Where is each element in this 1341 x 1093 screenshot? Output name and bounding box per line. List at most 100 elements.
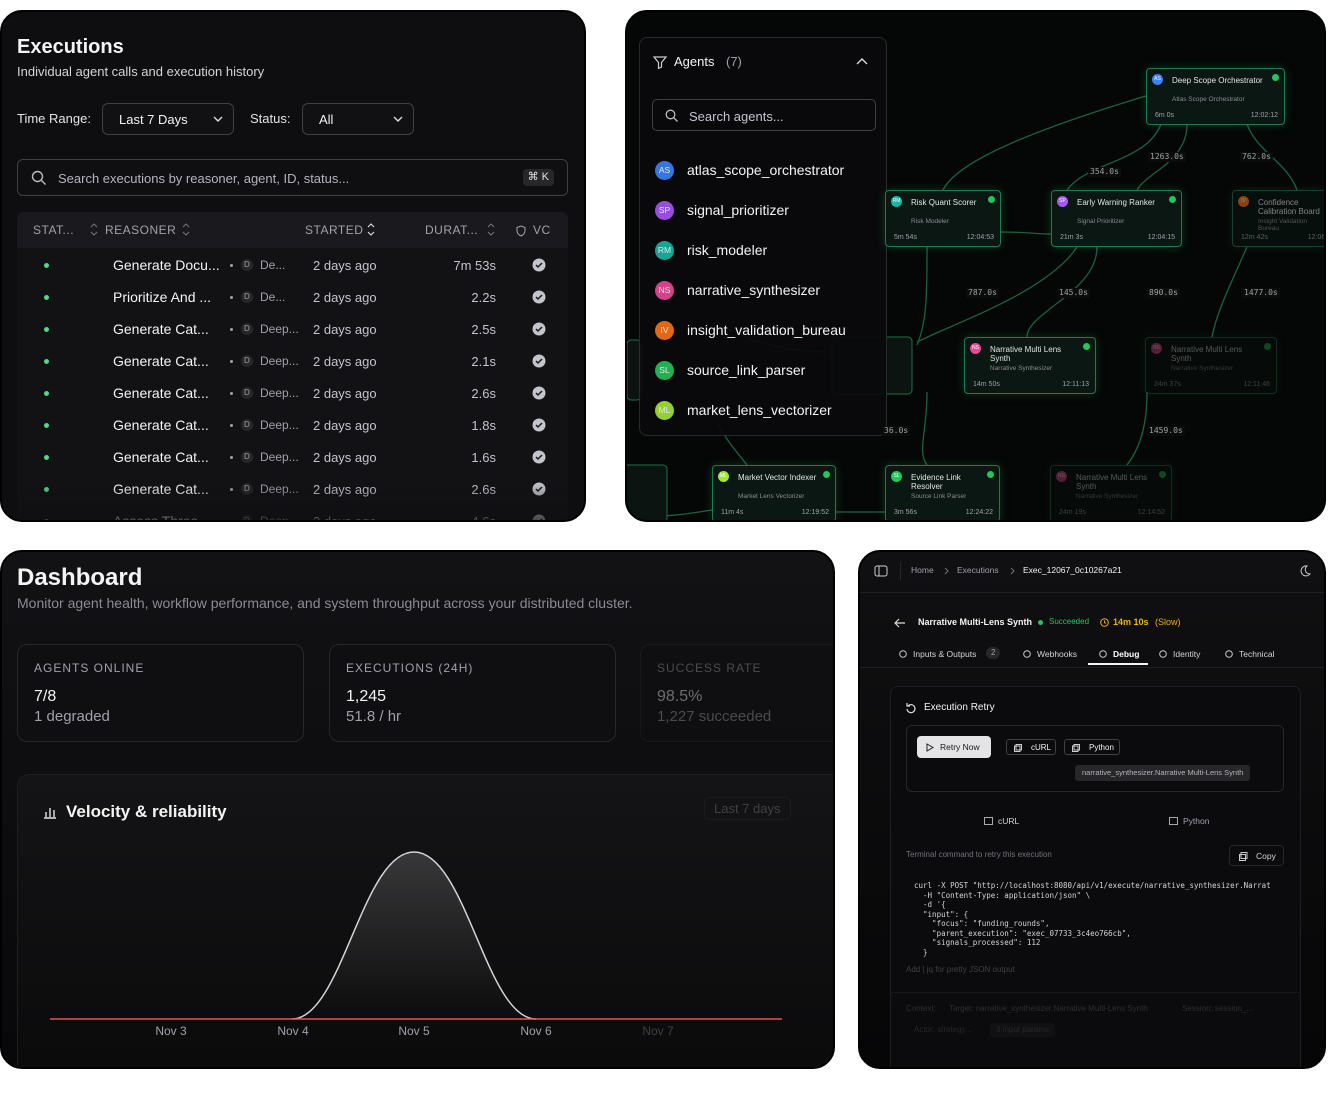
reasoner[interactable]: Generate Cat... [113, 449, 209, 465]
reasoner[interactable]: Generate Cat... [113, 353, 209, 369]
reasoner[interactable]: Generate Cat... [113, 321, 209, 337]
graph-node[interactable]: NS Narrative Multi Lens Synth Narrative Sy… [1050, 465, 1172, 520]
avatar-initials: RM [657, 244, 672, 255]
graph-node[interactable]: NS Narrative Multi Lens Synth Narrative Sy… [1145, 337, 1277, 394]
sidebar-toggle[interactable] [874, 565, 888, 577]
card-detail: 1 degraded [34, 708, 110, 725]
verified-icon [532, 290, 546, 309]
node-time: 12:02:12 [1250, 112, 1278, 119]
graph-node[interactable]: IV Confidence Calibration Board Insight Va… [1232, 190, 1324, 247]
graph-node[interactable]: NS Narrative Multi Lens Synth Narrative Sy… [964, 337, 1096, 394]
agent-avatar: D [241, 355, 253, 367]
verified-icon-glyph [532, 386, 546, 400]
node-avatar: SL [891, 471, 902, 482]
code-line: "signals_processed": 112 [914, 938, 1041, 947]
edge-label: 145.0s [1057, 288, 1090, 298]
retry-box [906, 725, 1284, 792]
tab[interactable]: Webhooks [1037, 649, 1078, 659]
column-header[interactable]: VC [533, 223, 551, 237]
divider [860, 592, 1324, 593]
subtitle: Monitor agent health, workflow performan… [17, 595, 633, 611]
reasoner[interactable]: Generate Cat... [113, 385, 209, 401]
back-button[interactable] [894, 618, 906, 628]
agent-name[interactable]: market_lens_vectorizer [687, 402, 832, 418]
agent: De... [260, 258, 286, 272]
range-select[interactable]: Last 7 days [704, 797, 791, 820]
clock-icon [1100, 618, 1109, 627]
reasoner[interactable]: Generate Cat... [113, 417, 209, 433]
avatar-initial: D [244, 292, 250, 301]
sort-icon [182, 223, 190, 241]
breadcrumb[interactable]: Home [911, 565, 934, 575]
card-value: 7/8 [34, 688, 57, 705]
tab[interactable]: Inputs & Outputs [913, 649, 977, 659]
agent-avatar: D [241, 323, 253, 335]
tab[interactable]: Technical [1239, 649, 1275, 659]
footer-hint: Add | jq for pretty JSON output [906, 965, 1015, 974]
reasoner[interactable]: Prioritize And ... [113, 289, 212, 305]
copy-button[interactable]: Copy [1229, 845, 1284, 866]
separator-dot [230, 455, 233, 459]
code-line: "parent_execution": "exec_07733_3c4eo766… [914, 928, 1131, 938]
status-dot [44, 262, 49, 268]
status-dot [44, 326, 49, 332]
x-tick-label: Nov 3 [155, 1024, 187, 1038]
graph-node[interactable]: AS Deep Scope Orchestrator Atlas Scope Orc… [1146, 68, 1285, 125]
agent-name[interactable]: signal_prioritizer [687, 202, 789, 218]
subtab[interactable]: Python [1183, 816, 1210, 826]
edge [921, 391, 928, 466]
node-duration: 5m 54s [894, 234, 917, 241]
graph-node[interactable]: ML Market Vector Indexer Market Lens Vecto… [712, 465, 836, 520]
agent-name[interactable]: source_link_parser [687, 362, 806, 378]
python-button[interactable]: Python [1064, 739, 1120, 755]
stat-card: SUCCESS RATE 98.5% 1,227 succeeded [640, 644, 833, 742]
graph-node[interactable]: SP Early Warning Ranker Signal Prioritizer… [1051, 190, 1182, 247]
verified-icon-glyph [532, 322, 546, 336]
node-duration: 11m 4s [721, 509, 744, 516]
subtitle: Individual agent calls and execution his… [17, 64, 265, 79]
curl-button[interactable]: cURL [1006, 739, 1056, 755]
sort-icon-glyph [182, 223, 190, 236]
chart [44, 808, 782, 1020]
graph-node[interactable]: RM Risk Quant Scorer Risk Modeler 5m 54s 12:… [885, 190, 1001, 247]
subtab-icon-glyph [984, 817, 993, 825]
tab[interactable]: Debug [1113, 649, 1140, 659]
tab[interactable]: Identity [1173, 649, 1201, 659]
started: 2 days ago [313, 354, 377, 369]
edge [942, 95, 1147, 191]
status-dot [1038, 620, 1043, 625]
search-box[interactable]: Search executions by reasoner, agent, ID… [17, 159, 568, 196]
column-header[interactable]: DURAT... [425, 223, 479, 237]
avatar-initials: SP [658, 204, 671, 215]
agent-name[interactable]: risk_modeler [687, 242, 768, 258]
collapse-icon[interactable] [856, 58, 868, 66]
subtab-icon [1169, 817, 1179, 828]
partial-node [627, 464, 668, 520]
status-select[interactable]: All [302, 103, 414, 135]
duration: 1.6s [471, 450, 496, 465]
node-duration: 3m 56s [894, 509, 917, 516]
agent-avatar: D [241, 451, 253, 463]
copy-icon [1014, 744, 1022, 752]
avatar-initials: SL [659, 364, 670, 375]
agent-name[interactable]: atlas_scope_orchestrator [687, 162, 845, 178]
graph-node[interactable]: SL Evidence Link Resolver Source Link Pars… [885, 465, 1000, 520]
avatar-initial: D [244, 420, 250, 429]
node-time: 12:11:46 [1243, 381, 1270, 388]
agent-name[interactable]: narrative_synthesizer [687, 282, 821, 298]
node-title: Risk Quant Scorer [911, 198, 977, 207]
column-header[interactable]: REASONER [105, 223, 177, 237]
agent-name[interactable]: insight_validation_bureau [687, 322, 846, 338]
agent-search[interactable]: Search agents... [652, 99, 876, 131]
subtab[interactable]: cURL [998, 816, 1020, 826]
retry-button[interactable]: Retry Now [917, 736, 991, 758]
column-header[interactable]: STAT... [33, 223, 75, 237]
started: 2 days ago [313, 450, 377, 465]
column-header[interactable]: STARTED [305, 223, 364, 237]
reasoner[interactable]: Generate Docu... [113, 257, 220, 273]
time-range-select[interactable]: Last 7 Days [102, 103, 234, 135]
edge [1066, 123, 1162, 191]
tab-icon [1023, 650, 1032, 661]
breadcrumb[interactable]: Executions [957, 565, 999, 575]
theme-toggle[interactable] [1297, 563, 1313, 579]
